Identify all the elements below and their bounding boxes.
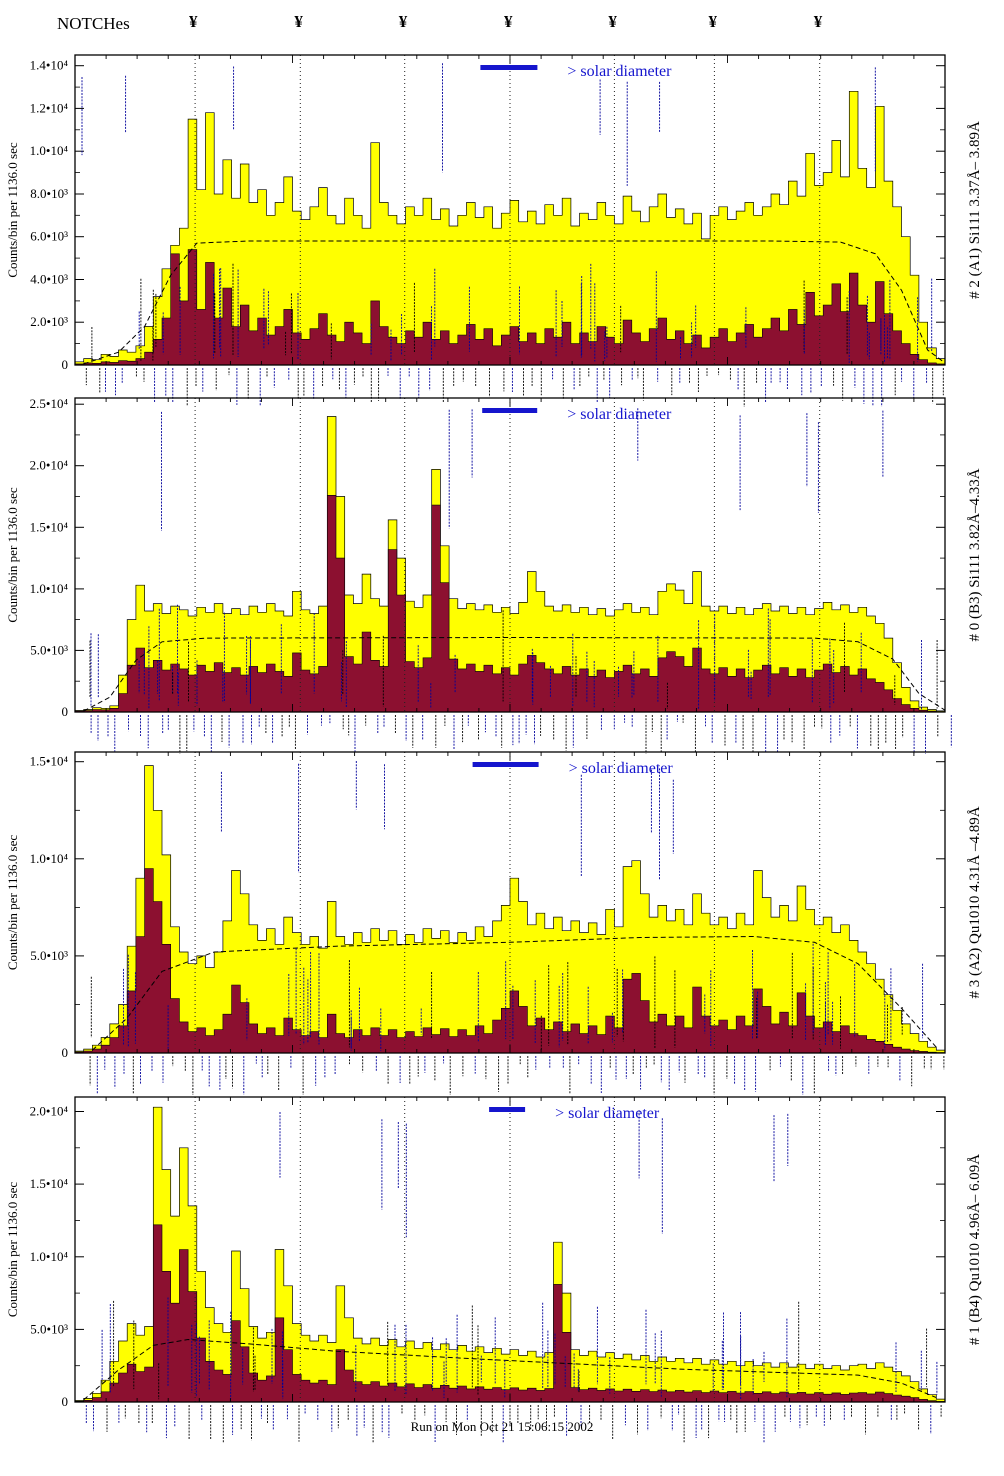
- y-tick-label: 1.0•10⁴: [30, 143, 69, 158]
- y-axis-title: Counts/bin per 1136.0 sec: [5, 1182, 20, 1318]
- solar-diameter-bar: [482, 408, 538, 413]
- notch-symbol: ¥: [398, 12, 408, 31]
- histogram-lines: [74, 1224, 946, 1403]
- histograms: [74, 416, 946, 713]
- notch-symbol: ¥: [189, 12, 198, 31]
- x-axis-ticks: [74, 752, 946, 1053]
- y-tick-label: 0: [62, 1045, 69, 1060]
- y-tick-label: 1.5•10⁴: [30, 1176, 69, 1191]
- panel-right-label: # 0 (B3) Si111 3.82Å–4.33Å: [967, 468, 983, 641]
- notch-symbol: ¥: [608, 12, 617, 31]
- panel-chart-3: 0 5.0•10³ 1.0•10⁴ 1.5•10⁴ 2.0•10⁴ > solar dia…: [5, 1096, 983, 1444]
- y-axis-ticks: 0 5.0•10³ 1.0•10⁴ 1.5•10⁴: [30, 754, 945, 1060]
- y-tick-label: 1.0•10⁴: [30, 581, 69, 596]
- y-axis-ticks: 0 2.0•10³ 4.0•10³ 6.0•10³ 8.0•10³ 1.0•10⁴ 1.2•…: [30, 58, 945, 372]
- solar-diameter-label: > solar diameter: [555, 1105, 660, 1122]
- y-tick-label: 0: [62, 1394, 69, 1409]
- histogram-lines: [74, 495, 946, 713]
- histogram-total: [74, 90, 946, 366]
- notch-symbol: ¥: [294, 12, 303, 31]
- y-axis-title: Counts/bin per 1136.0 sec: [5, 835, 20, 971]
- panel-chart-1: 0 5.0•10³ 1.0•10⁴ 1.5•10⁴ 2.0•10⁴ 2.5•10⁴ > so…: [5, 396, 983, 754]
- y-axis-ticks: 0 5.0•10³ 1.0•10⁴ 1.5•10⁴ 2.0•10⁴ 2.5•10⁴: [30, 396, 945, 719]
- y-tick-label: 4.0•10³: [30, 272, 68, 287]
- y-tick-label: 0: [62, 357, 69, 372]
- notch-lines: [194, 1097, 821, 1402]
- panel-chart-2: 0 5.0•10³ 1.0•10⁴ 1.5•10⁴ > solar diameter Co…: [5, 751, 983, 1095]
- y-tick-label: 1.5•10⁴: [30, 754, 69, 769]
- y-tick-label: 2.0•10³: [30, 314, 68, 329]
- solar-diameter-bar: [480, 65, 538, 70]
- background-envelope: [83, 1338, 937, 1401]
- notches-label: NOTCHes: [57, 14, 130, 33]
- line-annotations: [89, 408, 952, 754]
- y-axis-ticks: 0 5.0•10³ 1.0•10⁴ 1.5•10⁴ 2.0•10⁴: [30, 1104, 945, 1409]
- solar-diameter-label: > solar diameter: [567, 406, 672, 423]
- y-tick-label: 1.2•10⁴: [30, 100, 69, 115]
- solar-diameter-bar: [489, 1107, 526, 1112]
- run-timestamp: Run on Mon Oct 21 15:06:15 2002: [410, 1419, 594, 1434]
- background-envelope: [92, 935, 937, 1051]
- x-axis-ticks: [74, 55, 946, 365]
- line-annotations: [81, 63, 944, 407]
- y-tick-label: 2.5•10⁴: [30, 396, 69, 411]
- notch-symbol: ¥: [708, 12, 717, 31]
- panel-chart-0: 0 2.0•10³ 4.0•10³ 6.0•10³ 8.0•10³ 1.0•10⁴ 1.2•…: [5, 54, 983, 407]
- x-axis-ticks: [74, 398, 946, 712]
- y-tick-label: 2.0•10⁴: [30, 1104, 69, 1119]
- solar-diameter-label: > solar diameter: [567, 63, 672, 80]
- solar-diameter-label: > solar diameter: [569, 760, 674, 777]
- y-tick-label: 1.0•10⁴: [30, 1249, 69, 1264]
- background-envelope: [83, 240, 946, 365]
- x-axis-ticks: [74, 1097, 946, 1402]
- y-tick-label: 0: [62, 704, 69, 719]
- notch-symbol: ¥: [504, 12, 513, 31]
- line-annotations: [85, 1110, 942, 1444]
- y-tick-label: 2.0•10⁴: [30, 458, 69, 473]
- solar-diameter-bar: [472, 762, 539, 767]
- line-annotations: [89, 761, 945, 1095]
- y-axis-title: Counts/bin per 1136.0 sec: [5, 142, 20, 278]
- notch-lines: [194, 398, 821, 712]
- y-tick-label: 1.5•10⁴: [30, 519, 69, 534]
- panel-right-label: # 1 (B4) Qu1010 4.96Å– 6.09Å: [967, 1154, 983, 1345]
- histogram-total: [74, 765, 946, 1054]
- notch-symbol: ¥: [813, 12, 823, 31]
- notches-header: NOTCHes ¥ ¥ ¥ ¥ ¥ ¥ ¥: [0, 10, 1004, 44]
- y-tick-label: 5.0•10³: [30, 642, 68, 657]
- y-tick-label: 6.0•10³: [30, 229, 68, 244]
- background-envelope: [83, 636, 946, 712]
- panel-right-label: # 2 (A1) Si111 3.37Å– 3.89Å: [967, 121, 983, 299]
- y-axis-title: Counts/bin per 1136.0 sec: [5, 487, 20, 623]
- y-tick-label: 5.0•10³: [30, 948, 68, 963]
- y-tick-label: 5.0•10³: [30, 1321, 68, 1336]
- panel-right-label: # 3 (A2) Qu1010 4.31Å –4.89Å: [967, 806, 983, 998]
- y-tick-label: 1.0•10⁴: [30, 851, 69, 866]
- y-tick-label: 8.0•10³: [30, 186, 68, 201]
- y-tick-label: 1.4•10⁴: [30, 58, 69, 73]
